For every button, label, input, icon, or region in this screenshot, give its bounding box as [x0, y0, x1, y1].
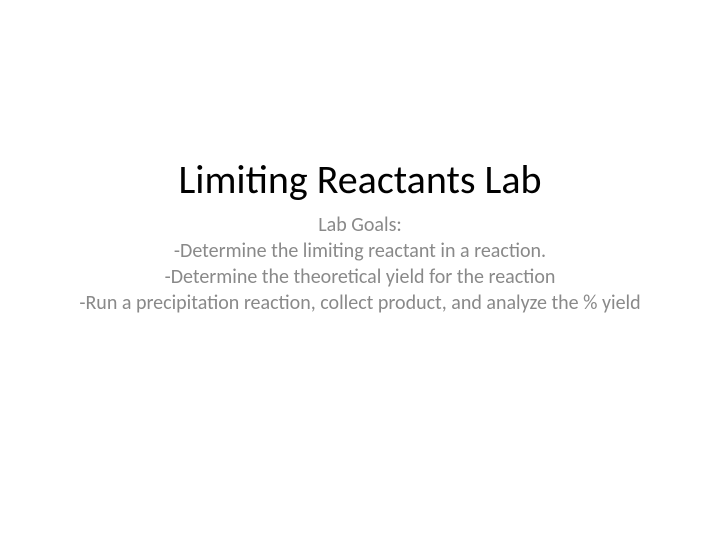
slide-subtitle-block: Lab Goals: -Determine the limiting react… — [79, 212, 640, 316]
subtitle-heading: Lab Goals: — [79, 212, 640, 238]
goal-line-1: -Determine the limiting reactant in a re… — [79, 238, 640, 264]
slide-title: Limiting Reactants Lab — [178, 155, 541, 204]
goal-line-3: -Run a precipitation reaction, collect p… — [79, 290, 640, 316]
goal-line-2: -Determine the theoretical yield for the… — [79, 264, 640, 290]
